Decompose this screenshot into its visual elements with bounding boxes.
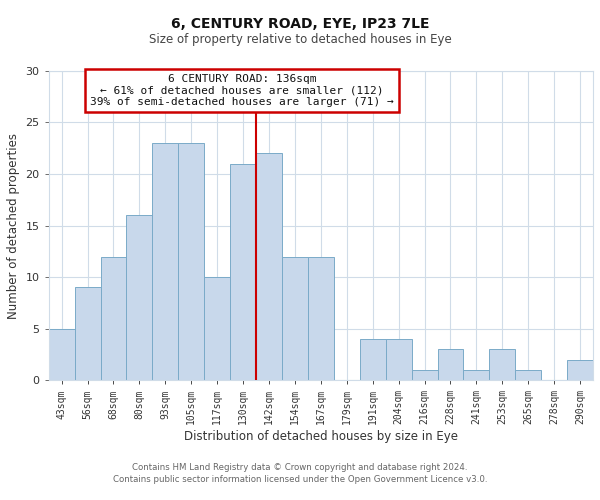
Text: Size of property relative to detached houses in Eye: Size of property relative to detached ho… [149,32,451,46]
Bar [386,339,412,380]
Bar [101,256,127,380]
Text: Contains HM Land Registry data © Crown copyright and database right 2024.: Contains HM Land Registry data © Crown c… [132,464,468,472]
Bar [567,360,593,380]
X-axis label: Distribution of detached houses by size in Eye: Distribution of detached houses by size … [184,430,458,443]
Bar [256,154,282,380]
Bar [282,256,308,380]
Bar [49,328,74,380]
Bar [74,288,101,380]
Bar [437,350,463,380]
Bar [152,143,178,380]
Bar [360,339,386,380]
Bar [490,350,515,380]
Bar [178,143,204,380]
Bar [412,370,437,380]
Y-axis label: Number of detached properties: Number of detached properties [7,132,20,318]
Bar [463,370,490,380]
Text: 6, CENTURY ROAD, EYE, IP23 7LE: 6, CENTURY ROAD, EYE, IP23 7LE [171,18,429,32]
Text: Contains public sector information licensed under the Open Government Licence v3: Contains public sector information licen… [113,475,487,484]
Bar [308,256,334,380]
Bar [127,216,152,380]
Text: 6 CENTURY ROAD: 136sqm
← 61% of detached houses are smaller (112)
39% of semi-de: 6 CENTURY ROAD: 136sqm ← 61% of detached… [90,74,394,107]
Bar [230,164,256,380]
Bar [515,370,541,380]
Bar [204,277,230,380]
